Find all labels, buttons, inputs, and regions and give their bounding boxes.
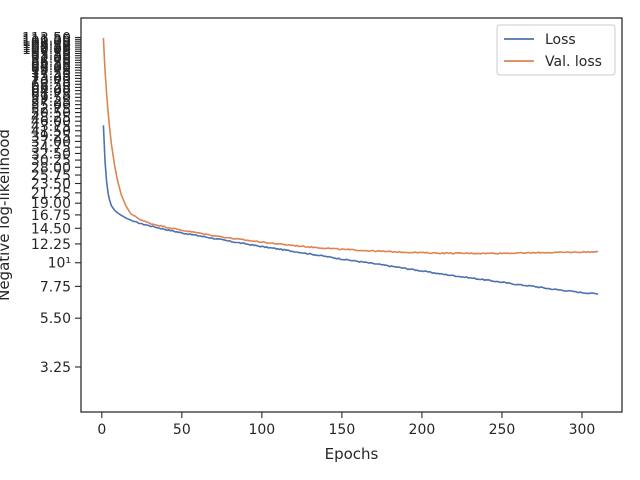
y-tick-label: 109.00 [22,34,71,50]
axes: 0 50 100 150 200 250 300 3.25 5.50 7.75 10¹ 12.2514… [22,17,623,438]
y-tick-label: 100.00 [22,42,71,58]
y-tick-label: 73.00 [31,71,71,87]
y-tick-label: 55.00 [31,98,71,114]
y-tick-label: 59.50 [31,90,71,106]
x-axis-title: Epochs [325,445,379,463]
y-tick-label: 82.00 [31,61,71,77]
y-tick-label: 30.25 [31,153,71,169]
y-tick-label: 10¹ [48,256,71,272]
y-tick-label: 48.25 [31,110,71,126]
y-tick-label: 57.25 [31,94,71,110]
series-line-val-loss [102,37,599,255]
y-tick-label: 50.50 [31,106,71,122]
x-tick-label: 300 [569,422,596,438]
y-tick-label: 97.75 [31,44,71,60]
y-tick-label: 43.75 [31,119,71,135]
y-tick-label: 5.50 [40,311,71,327]
y-tick-label: 84.25 [31,58,71,74]
y-tick-label: 14.50 [31,221,71,237]
y-tick-label: 23.50 [31,177,71,193]
y-tick-label: 12.25 [31,237,71,253]
y-tick-label: 28.00 [31,160,71,176]
legend-box [496,24,616,76]
y-tick-label: 106.75 [22,36,71,52]
y-axis-title: Negative log-likelihood [0,129,13,301]
y-tick-label: 52.75 [31,102,71,118]
y-tick-label: 77.50 [31,66,71,82]
y-tick-label: 46.00 [31,114,71,130]
legend-label-val-loss: Val. loss [545,54,602,70]
y-tick-label: 88.75 [31,53,71,69]
x-tick-label: 200 [409,422,436,438]
y-tick-label: 75.25 [31,69,71,85]
x-tick-label: 250 [489,422,516,438]
y-tick-label: 61.75 [31,87,71,103]
y-tick-label: 32.50 [31,146,71,162]
y-tick-label: 7.75 [40,279,71,295]
legend: Loss Val. loss [496,24,616,76]
y-tick-label: 21.25 [31,186,71,202]
y-tick-label: 66.25 [31,80,71,96]
y-tick-label: 39.25 [31,129,71,145]
legend-label-loss: Loss [545,32,576,48]
y-tick-label: 3.25 [40,360,71,376]
y-tick-label: 86.50 [31,56,71,72]
y-tick-label: 41.50 [31,124,71,140]
series-line-loss [102,125,599,296]
y-tick-label: 68.50 [31,77,71,93]
y-tick-label: 95.50 [31,46,71,62]
y-tick-label: 91.00 [31,51,71,67]
y-tick-label: 34.75 [31,140,71,156]
y-tick-label: 16.75 [31,208,71,224]
y-tick-label: 113.50 [22,30,71,46]
y-tick-label: 111.25 [22,32,71,48]
x-tick-label: 0 [97,422,106,438]
x-tick-label: 150 [329,422,356,438]
y-tick-label: 19.00 [31,196,71,212]
x-tick-label: 100 [248,422,275,438]
y-tick-label: 104.50 [22,38,71,54]
plot-area [102,37,599,296]
x-tick-label: 50 [173,422,191,438]
y-tick-label: 102.25 [22,40,71,56]
y-tick-label: 79.75 [31,63,71,79]
y-tick-label: 93.25 [31,49,71,65]
y-tick-label: 70.75 [31,74,71,90]
y-tick-label: 37.00 [31,134,71,150]
y-tick-label: 25.75 [31,168,71,184]
y-tick-label: 64.00 [31,84,71,100]
